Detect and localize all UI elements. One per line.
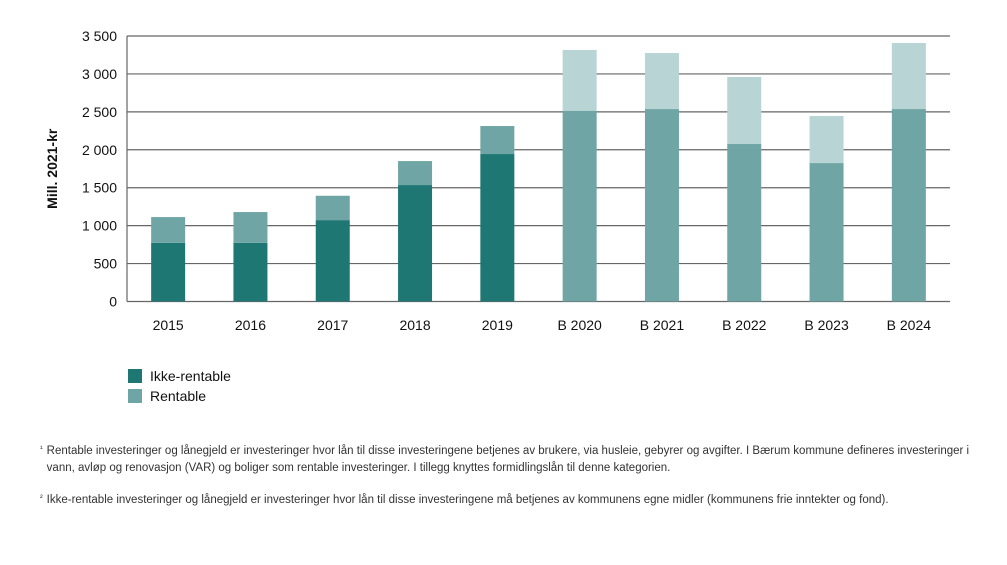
bar-ikke-rentable (398, 185, 433, 302)
x-tick-label: 2019 (482, 317, 513, 333)
y-tick-label: 1 000 (82, 218, 117, 234)
x-tick-label: 2018 (399, 317, 430, 333)
bar-rentable (809, 116, 844, 164)
legend: Ikke-rentable Rentable (128, 366, 231, 406)
x-tick-label: 2015 (153, 317, 184, 333)
footnote-text: Ikke-rentable investeringer og lånegjeld… (46, 494, 889, 506)
footnote: ¹ Rentable investeringer og lånegjeld er … (40, 443, 970, 477)
y-tick-label: 3 500 (82, 28, 117, 44)
bar-rentable (233, 212, 268, 243)
footnote-mark: ¹ (40, 444, 43, 453)
bar-ikke-rentable (891, 109, 926, 302)
x-tick-label: 2016 (235, 317, 266, 333)
y-tick-label: 0 (109, 294, 117, 310)
x-tick-label: B 2022 (722, 317, 767, 333)
footnote: ² Ikke-rentable investeringer og lånegjel… (40, 492, 970, 509)
x-tick-label: B 2024 (887, 317, 932, 333)
bar-rentable (727, 76, 762, 145)
footnote-mark: ² (40, 493, 43, 502)
legend-label: Ikke-rentable (150, 368, 231, 384)
bar-ikke-rentable (727, 144, 762, 302)
x-tick-label: 2017 (317, 317, 348, 333)
bar-ikke-rentable (151, 242, 186, 302)
y-axis-label: Mill. 2021-kr (44, 128, 60, 209)
bar-rentable (315, 195, 350, 221)
x-tick-label: B 2020 (557, 317, 602, 333)
footnote-text: Rentable investeringer og lånegjeld er i… (46, 445, 970, 474)
bar-rentable (151, 217, 186, 243)
bar-rentable (480, 126, 515, 155)
bar-ikke-rentable (809, 163, 844, 302)
bar-ikke-rentable (480, 154, 515, 302)
legend-item-ikke-rentable: Ikke-rentable (128, 366, 231, 386)
bar-ikke-rentable (233, 242, 268, 302)
bar-rentable (644, 52, 679, 110)
legend-swatch (128, 389, 142, 403)
y-tick-label: 2 500 (82, 104, 117, 120)
bar-ikke-rentable (644, 109, 679, 302)
bar-chart: 0 500 1 000 1 500 2 000 2 500 3 000 3 500 Mill. … (44, 28, 950, 333)
bar-ikke-rentable (315, 220, 350, 302)
legend-swatch (128, 369, 142, 383)
bar-rentable (562, 49, 597, 111)
x-tick-label: B 2021 (640, 317, 685, 333)
bar-ikke-rentable (562, 110, 597, 302)
y-tick-label: 2 000 (82, 142, 117, 158)
x-tick-label: B 2023 (804, 317, 849, 333)
legend-item-rentable: Rentable (128, 386, 231, 406)
y-tick-label: 3 000 (82, 66, 117, 82)
legend-label: Rentable (150, 388, 207, 404)
y-tick-label: 500 (94, 256, 118, 272)
footnotes: ¹ Rentable investeringer og lånegjeld er … (40, 443, 970, 524)
bar-rentable (891, 42, 926, 110)
bar-rentable (398, 161, 433, 186)
y-tick-label: 1 500 (82, 180, 117, 196)
